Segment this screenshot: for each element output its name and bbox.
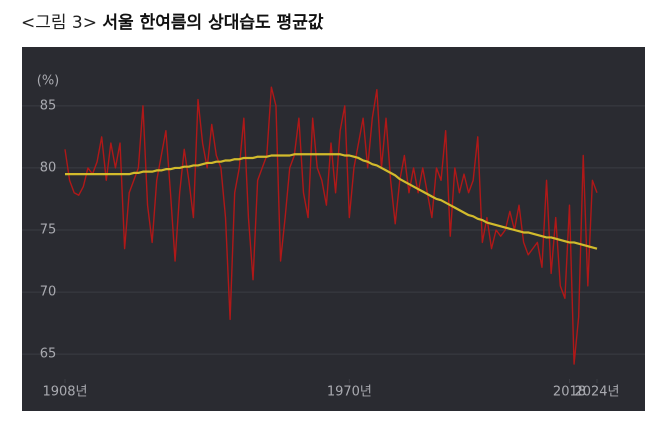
x-tick-label: 1970년 <box>327 385 372 400</box>
y-axis-label: (%) <box>37 74 60 89</box>
y-tick-label: 80 <box>40 160 57 175</box>
y-tick-label: 85 <box>40 98 57 113</box>
title-text: 서울 한여름의 상대습도 평균값 <box>102 13 324 33</box>
y-tick-label: 65 <box>40 347 57 362</box>
x-tick-label: 1908년 <box>42 385 87 400</box>
chart-title: <그림 3> 서울 한여름의 상대습도 평균값 <box>21 8 323 33</box>
x-tick-label: 2018 <box>553 385 586 400</box>
trend-line <box>65 153 598 250</box>
plot-background <box>22 47 645 411</box>
x-tick-label: 2024년 <box>574 385 619 400</box>
data-line <box>64 86 598 365</box>
y-tick-label: 75 <box>40 223 57 238</box>
y-tick-label: 70 <box>40 285 57 300</box>
figure-label: <그림 3> <box>21 13 97 33</box>
